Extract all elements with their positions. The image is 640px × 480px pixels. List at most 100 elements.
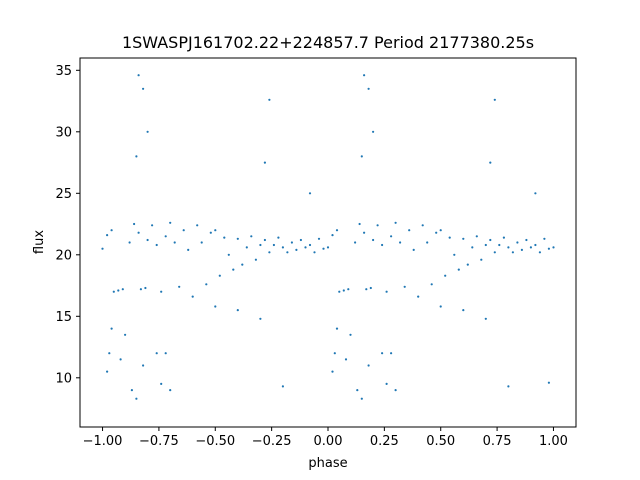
data-point <box>417 295 420 298</box>
y-axis-label: flux <box>32 230 47 254</box>
data-point <box>108 352 111 355</box>
data-point <box>390 352 393 355</box>
data-point <box>137 74 140 77</box>
data-point <box>281 385 284 388</box>
data-point <box>259 317 262 320</box>
data-point <box>209 231 212 234</box>
data-point <box>155 243 158 247</box>
data-point <box>363 231 366 234</box>
data-point <box>372 130 375 133</box>
data-point <box>218 274 221 277</box>
data-point <box>385 382 388 385</box>
chart-title: 1SWASPJ161702.22+224857.7 Period 2177380… <box>122 33 534 52</box>
data-point <box>191 295 194 298</box>
data-point <box>547 381 551 384</box>
y-tick-label: 30 <box>55 125 72 140</box>
data-point <box>453 253 456 256</box>
data-point <box>399 241 402 244</box>
data-point <box>356 389 359 392</box>
data-point <box>295 248 298 251</box>
data-point <box>142 87 145 90</box>
data-point <box>117 289 120 292</box>
y-tick-label: 15 <box>55 310 72 325</box>
data-point <box>484 317 487 320</box>
y-tick-label: 20 <box>55 248 72 263</box>
data-point <box>538 251 542 254</box>
data-point <box>281 246 284 249</box>
data-point <box>448 236 451 239</box>
data-point <box>507 385 510 388</box>
data-point <box>232 268 235 271</box>
data-point <box>331 370 334 373</box>
data-point <box>365 288 368 291</box>
x-tick-label: 0.00 <box>314 434 343 449</box>
data-point <box>534 243 537 247</box>
data-point <box>139 288 142 291</box>
data-point <box>268 98 271 101</box>
data-point <box>525 238 528 242</box>
data-point <box>101 247 104 250</box>
data-point <box>363 74 366 77</box>
data-point <box>160 290 163 293</box>
data-point <box>178 285 181 288</box>
data-point <box>135 155 138 158</box>
data-point <box>299 238 302 242</box>
data-point <box>372 238 375 242</box>
data-point <box>164 352 167 355</box>
data-point <box>160 382 163 385</box>
data-point <box>529 246 533 249</box>
data-point <box>173 241 176 244</box>
data-point <box>144 286 147 290</box>
data-point <box>119 358 122 361</box>
data-point <box>272 243 275 247</box>
data-point <box>106 234 109 237</box>
data-point <box>403 285 406 288</box>
data-point <box>385 290 388 293</box>
data-point <box>421 224 424 227</box>
data-point <box>430 283 433 286</box>
data-point <box>358 222 361 226</box>
data-point <box>354 241 357 244</box>
data-point <box>263 161 266 164</box>
data-point <box>155 352 158 355</box>
data-point <box>187 248 190 251</box>
data-point <box>394 389 397 392</box>
data-point <box>142 364 145 367</box>
data-point <box>543 237 546 240</box>
data-point <box>182 229 185 232</box>
data-point <box>214 305 217 308</box>
data-point <box>484 243 487 247</box>
data-point <box>426 241 429 244</box>
y-tick-label: 25 <box>55 187 72 202</box>
data-point <box>444 274 447 277</box>
data-point <box>106 370 109 373</box>
data-point <box>236 309 239 312</box>
x-axis-label: phase <box>308 456 347 471</box>
data-point <box>511 251 514 254</box>
x-tick-label: 0.25 <box>370 434 399 449</box>
data-point <box>130 389 133 392</box>
data-point <box>367 87 370 90</box>
data-point <box>304 246 307 249</box>
data-point <box>322 247 325 250</box>
data-point <box>408 229 411 232</box>
data-point <box>286 251 289 254</box>
data-point <box>214 229 217 232</box>
data-point <box>146 130 149 133</box>
x-tick-label: −0.25 <box>252 434 292 449</box>
data-point <box>412 248 415 251</box>
data-point <box>236 237 239 240</box>
data-point <box>342 289 345 292</box>
data-point <box>466 263 469 266</box>
data-point <box>335 327 339 330</box>
y-axis-ticks: 10 15 20 25 30 35 <box>55 64 80 386</box>
data-point <box>196 224 199 227</box>
data-point <box>308 243 312 247</box>
data-point <box>507 246 510 249</box>
data-point <box>367 364 370 367</box>
data-point <box>313 251 316 254</box>
data-point <box>390 235 393 238</box>
data-point <box>381 243 384 247</box>
